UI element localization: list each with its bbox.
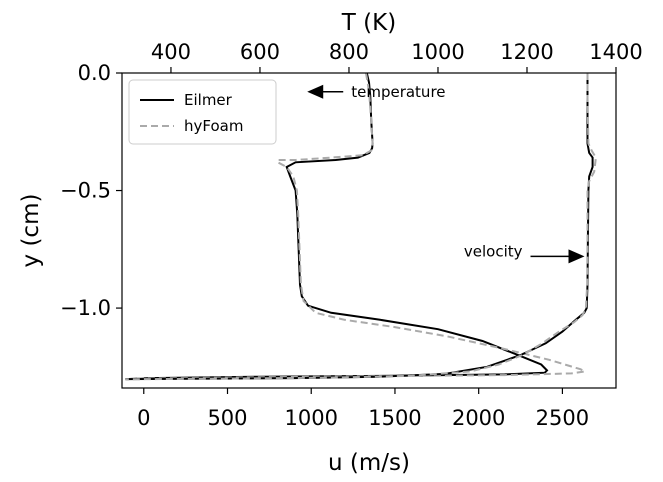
legend-box bbox=[128, 79, 277, 145]
annotation-label: temperature bbox=[351, 83, 445, 101]
series-layer bbox=[125, 72, 597, 381]
x-tick-label: 2000 bbox=[452, 406, 505, 430]
legend-label-eilmer: Eilmer bbox=[184, 91, 233, 109]
x-axis-title: u (m/s) bbox=[328, 450, 410, 476]
x-tick-label: 0 bbox=[137, 406, 150, 430]
x-tick-label: 500 bbox=[207, 406, 247, 430]
plot-frame bbox=[121, 72, 617, 389]
arrow-right-icon bbox=[568, 249, 585, 264]
y-tick-label: 0.0 bbox=[78, 61, 111, 85]
y-tick-label: −0.5 bbox=[60, 179, 111, 203]
top-axis-title: T (K) bbox=[341, 10, 396, 36]
top-tick-label: 400 bbox=[151, 40, 191, 64]
series-line-hyfoam-velocity bbox=[125, 73, 597, 381]
top-tick-label: 600 bbox=[240, 40, 280, 64]
annotation-velocity: velocity bbox=[464, 242, 585, 264]
x-tick-label: 1000 bbox=[285, 406, 338, 430]
top-tick-label: 800 bbox=[329, 40, 369, 64]
legend: Eilmer hyFoam bbox=[128, 79, 277, 145]
arrow-left-icon bbox=[307, 84, 324, 99]
top-tick-label: 1400 bbox=[589, 40, 642, 64]
x-tick-label: 2500 bbox=[536, 406, 589, 430]
x-tick-label: 1500 bbox=[368, 406, 421, 430]
top-tick-label: 1000 bbox=[411, 40, 464, 64]
y-axis-title: y (cm) bbox=[18, 194, 44, 268]
annotation-label: velocity bbox=[464, 242, 523, 260]
series-line-eilmer-temperature bbox=[126, 72, 549, 381]
ticks-layer: 0 500 1000 1500 2000 2500 400 600 800 1000 1200 140… bbox=[60, 40, 643, 430]
legend-label-hyfoam: hyFoam bbox=[184, 117, 243, 135]
annotations: temperature velocity bbox=[307, 83, 585, 264]
annotation-temperature: temperature bbox=[307, 83, 446, 101]
y-tick-label: −1.0 bbox=[60, 296, 111, 320]
series-line-hyfoam-temperature bbox=[126, 72, 589, 381]
top-tick-label: 1200 bbox=[500, 40, 553, 64]
